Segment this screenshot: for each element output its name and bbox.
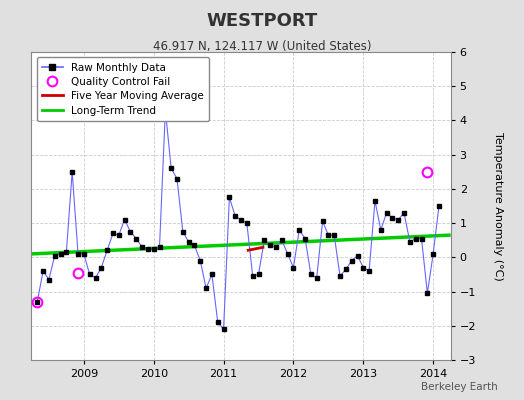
Y-axis label: Temperature Anomaly (°C): Temperature Anomaly (°C) <box>493 132 503 280</box>
Text: 46.917 N, 124.117 W (United States): 46.917 N, 124.117 W (United States) <box>153 40 371 53</box>
Text: WESTPORT: WESTPORT <box>206 12 318 30</box>
Text: Berkeley Earth: Berkeley Earth <box>421 382 498 392</box>
Legend: Raw Monthly Data, Quality Control Fail, Five Year Moving Average, Long-Term Tren: Raw Monthly Data, Quality Control Fail, … <box>37 57 209 121</box>
